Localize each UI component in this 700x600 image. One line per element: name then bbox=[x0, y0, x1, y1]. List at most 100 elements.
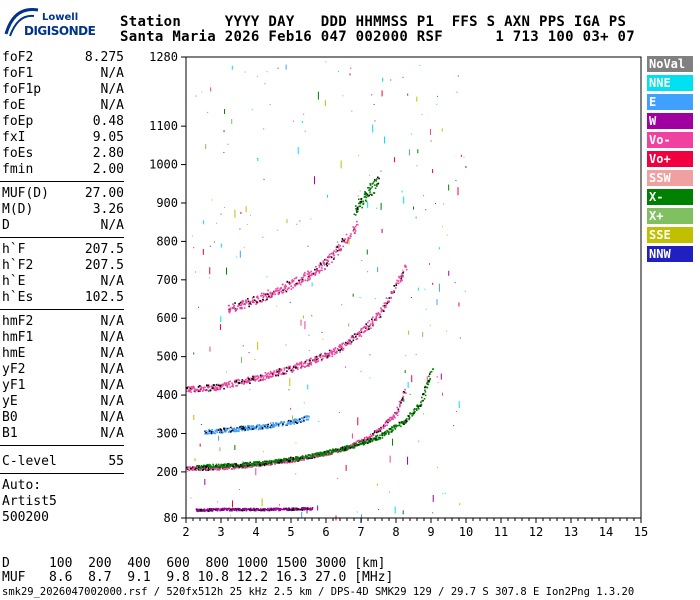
trace-point bbox=[354, 333, 357, 335]
trace-point bbox=[241, 381, 244, 384]
trace-point bbox=[396, 414, 399, 417]
param-value: 55 bbox=[108, 454, 124, 469]
trace-point bbox=[413, 409, 415, 411]
trace-point bbox=[375, 313, 378, 315]
trace-point bbox=[342, 239, 344, 241]
trace-point bbox=[421, 396, 423, 399]
param-value: N/A bbox=[100, 410, 124, 425]
trace-point bbox=[196, 464, 199, 467]
noise-dot bbox=[408, 149, 410, 156]
param-label: MUF(D) bbox=[2, 186, 49, 201]
trace-point bbox=[352, 339, 355, 342]
trace-point bbox=[337, 349, 340, 352]
noise-dot bbox=[311, 315, 313, 317]
trace-point bbox=[396, 279, 398, 282]
trace-point bbox=[317, 456, 319, 458]
trace-point bbox=[199, 385, 201, 387]
trace-point bbox=[218, 466, 220, 468]
noise-dot bbox=[456, 411, 458, 413]
trace-point bbox=[353, 443, 355, 446]
param-value: 207.5 bbox=[84, 258, 124, 273]
trace-point bbox=[286, 462, 289, 464]
trace-point bbox=[259, 464, 261, 466]
trace-point bbox=[196, 466, 199, 469]
trace-point bbox=[192, 387, 195, 389]
digisonde-logo: Lowell DIGISONDE bbox=[4, 4, 96, 44]
trace-point bbox=[306, 455, 309, 458]
trace-point bbox=[223, 509, 226, 511]
trace-point bbox=[291, 280, 293, 282]
param-clevel: C-level 55 bbox=[2, 454, 124, 470]
trace-point bbox=[234, 466, 237, 468]
trace-point bbox=[306, 456, 309, 459]
trace-point bbox=[277, 373, 279, 376]
trace-point bbox=[190, 386, 193, 388]
trace-point bbox=[270, 508, 273, 510]
trace-point bbox=[229, 386, 232, 389]
noise-dot bbox=[194, 458, 196, 462]
noise-dot bbox=[200, 423, 202, 425]
trace-point bbox=[232, 463, 235, 465]
trace-point bbox=[301, 417, 304, 420]
trace-point bbox=[273, 370, 275, 372]
trace-point bbox=[244, 429, 247, 431]
trace-point bbox=[295, 458, 298, 460]
trace-point bbox=[257, 297, 259, 300]
trace-point bbox=[266, 463, 269, 466]
trace-point bbox=[366, 193, 369, 196]
trace-point bbox=[271, 294, 273, 297]
trace-point bbox=[375, 178, 378, 180]
trace-point bbox=[256, 460, 258, 463]
trace-point bbox=[295, 458, 297, 461]
trace-point bbox=[271, 463, 274, 465]
noise-dot bbox=[193, 414, 195, 420]
param-label: h`E bbox=[2, 274, 26, 289]
trace-point bbox=[362, 202, 365, 205]
trace-point bbox=[307, 506, 309, 509]
trace-point bbox=[290, 369, 292, 372]
noise-dot bbox=[337, 241, 339, 243]
trace-point bbox=[231, 428, 234, 430]
trace-point bbox=[214, 385, 217, 388]
trace-point bbox=[394, 412, 397, 414]
trace-point bbox=[278, 507, 281, 510]
noise-dot bbox=[359, 190, 361, 192]
param-hme: hmE N/A bbox=[2, 346, 124, 362]
noise-dot bbox=[289, 378, 291, 387]
trace-point bbox=[207, 430, 210, 432]
trace-point bbox=[249, 302, 251, 304]
trace-point bbox=[330, 252, 333, 255]
trace-point bbox=[266, 425, 269, 428]
trace-point bbox=[258, 423, 261, 426]
trace-point bbox=[350, 341, 353, 343]
trace-point bbox=[270, 294, 272, 296]
trace-point bbox=[342, 240, 344, 243]
trace-point bbox=[211, 429, 213, 431]
trace-point bbox=[212, 430, 215, 433]
param-label: hmE bbox=[2, 346, 26, 361]
trace-point bbox=[281, 373, 284, 375]
noise-dot bbox=[244, 71, 246, 73]
trace-point bbox=[228, 310, 230, 313]
trace-point bbox=[319, 262, 322, 264]
trace-point bbox=[320, 451, 323, 454]
trace-point bbox=[335, 450, 338, 453]
trace-point bbox=[343, 239, 345, 242]
trace-point bbox=[216, 465, 219, 467]
trace-point bbox=[358, 331, 361, 333]
trace-point bbox=[362, 439, 365, 442]
trace-point bbox=[225, 463, 227, 466]
trace-point bbox=[241, 301, 244, 304]
trace-point bbox=[363, 325, 366, 328]
param-d: D N/A bbox=[2, 218, 124, 234]
legend-item-w: W bbox=[647, 113, 693, 129]
trace-point bbox=[256, 302, 258, 305]
trace-point bbox=[265, 424, 268, 426]
trace-point bbox=[349, 446, 352, 449]
trace-point bbox=[256, 375, 259, 377]
legend-item-vo: Vo+ bbox=[647, 151, 693, 167]
noise-dot bbox=[459, 337, 461, 339]
trace-point bbox=[347, 236, 350, 239]
noise-dot bbox=[458, 401, 460, 409]
trace-point bbox=[344, 449, 346, 451]
